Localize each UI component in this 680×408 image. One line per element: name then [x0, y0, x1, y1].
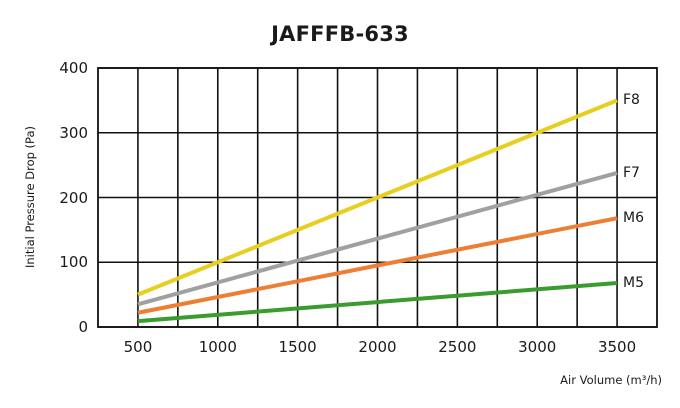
series-label-f7: F7: [623, 164, 640, 181]
series-label-m5: M5: [623, 274, 644, 291]
x-tick-label: 2500: [438, 338, 477, 356]
y-tick-label: 200: [59, 188, 88, 207]
x-tick-label: 2000: [358, 338, 397, 356]
chart-title: JAFFFB-633: [271, 22, 409, 46]
plot-frame: [97, 67, 658, 328]
x-axis-label: Air Volume (m³/h): [560, 373, 662, 387]
x-tick-label: 3500: [597, 338, 637, 356]
y-tick-label: 300: [59, 123, 88, 142]
x-tick-label: 1000: [198, 338, 237, 356]
x-tick-label: 500: [123, 338, 153, 356]
series-line-f7: [137, 170, 618, 307]
series-label-m6: M6: [623, 210, 644, 227]
y-tick-label: 100: [59, 253, 88, 272]
y-tick-label: 0: [78, 318, 88, 336]
y-axis-label: Initial Pressure Drop (Pa): [23, 126, 37, 268]
x-tick-label: 3000: [518, 338, 557, 356]
series-line-m6: [137, 216, 618, 315]
series-line-m5: [137, 280, 618, 324]
x-tick-label: 1500: [278, 338, 317, 356]
series-label-f8: F8: [623, 92, 640, 109]
series-line-f8: [137, 98, 618, 297]
y-tick-label: 400: [59, 59, 88, 77]
